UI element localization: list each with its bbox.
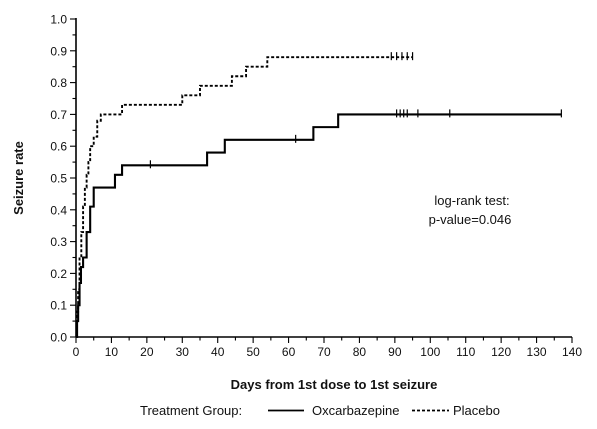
x-tick-label: 80 — [353, 345, 367, 359]
legend: Treatment Group: Oxcarbazepine Placebo — [140, 403, 500, 418]
x-tick-label: 40 — [211, 345, 225, 359]
series-line-placebo — [76, 56, 413, 338]
y-tick-label: 0.9 — [50, 44, 67, 58]
y-tick-label: 0.4 — [50, 203, 67, 217]
y-tick-label: 0.5 — [50, 172, 67, 186]
x-tick-label: 60 — [282, 345, 296, 359]
x-tick-label: 0 — [73, 345, 80, 359]
legend-title: Treatment Group: — [140, 403, 242, 418]
y-tick-label: 0.7 — [50, 108, 67, 122]
x-tick-label: 110 — [456, 345, 475, 359]
annotation-line1: log-rank test: — [434, 193, 509, 208]
x-tick-label: 20 — [140, 345, 154, 359]
axes-layer: 0.0 0.1 0.2 0.3 0.4 0.5 0.6 0.7 0.8 0.9 1.0 0 10 20 30… — [50, 13, 582, 360]
x-axis-title: Days from 1st dose to 1st seizure — [231, 377, 438, 392]
x-tick-label: 140 — [562, 345, 582, 359]
y-axis-title: Seizure rate — [11, 141, 26, 215]
x-tick-label: 10 — [105, 345, 119, 359]
series-line-oxcarbazepine — [76, 113, 562, 339]
x-tick-label: 120 — [491, 345, 511, 359]
plot-layer — [76, 52, 562, 339]
x-tick-label: 70 — [317, 345, 331, 359]
legend-label-placebo: Placebo — [453, 403, 500, 418]
y-tick-label: 0.3 — [50, 235, 67, 249]
x-tick-label: 90 — [388, 345, 402, 359]
labels-layer: Seizure rate Days from 1st dose to 1st s… — [11, 141, 511, 392]
annotation-line2: p-value=0.046 — [429, 212, 512, 227]
x-tick-label: 130 — [527, 345, 547, 359]
y-tick-label: 1.0 — [50, 13, 67, 27]
y-tick-label: 0.1 — [50, 299, 67, 313]
y-tick-label: 0.0 — [50, 331, 67, 345]
x-tick-label: 100 — [420, 345, 440, 359]
y-tick-label: 0.2 — [50, 267, 67, 281]
x-tick-label: 30 — [176, 345, 190, 359]
legend-label-oxcarbazepine: Oxcarbazepine — [312, 403, 399, 418]
y-tick-label: 0.6 — [50, 140, 67, 154]
x-tick-label: 50 — [246, 345, 260, 359]
y-tick-label: 0.8 — [50, 76, 67, 90]
